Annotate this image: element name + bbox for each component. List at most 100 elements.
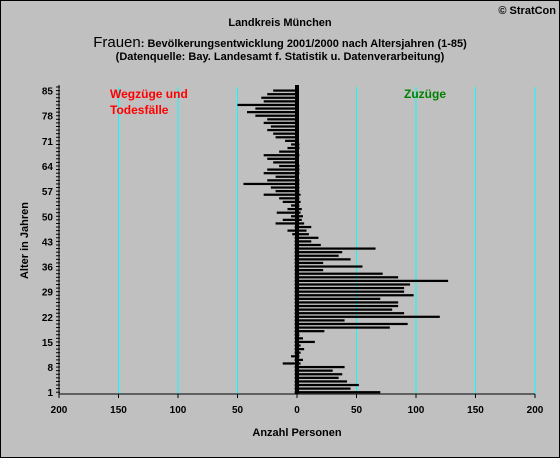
title-rest: : Bevölkerungsentwicklung 2001/2000 nach…	[140, 38, 467, 50]
outflow-bar	[267, 118, 297, 121]
x-tick-label: 150	[110, 405, 127, 416]
outflow-bar	[263, 121, 297, 125]
inflow-bar	[297, 348, 305, 351]
inflow-bar	[297, 258, 351, 261]
y-tick-label: 1	[47, 388, 53, 399]
inflow-bar	[297, 254, 339, 257]
inflow-bar	[297, 358, 303, 362]
inflow-bar	[297, 215, 303, 218]
inflow-bar	[297, 225, 312, 229]
inflow-bar	[297, 294, 414, 297]
outflow-bar	[273, 161, 297, 164]
inflow-bar	[297, 330, 325, 333]
outflow-bar	[275, 190, 297, 193]
outflow-bar	[279, 164, 297, 168]
x-tick-label: 0	[294, 405, 300, 416]
y-tick-label: 43	[42, 237, 54, 248]
outflow-bar	[267, 157, 297, 160]
inflow-bar	[297, 319, 345, 322]
x-tick-label: 200	[51, 405, 68, 416]
inflow-bar	[297, 269, 324, 272]
inflow-bar	[297, 233, 309, 236]
inflow-bar	[297, 290, 405, 293]
outflow-bar	[292, 233, 297, 236]
inflow-bar	[297, 365, 345, 369]
outflow-bar	[270, 125, 297, 128]
y-tick-label: 29	[42, 288, 54, 299]
inflow-bar	[297, 265, 363, 268]
inflow-bar	[297, 304, 399, 308]
outflow-bar	[285, 139, 297, 142]
inflow-bar	[297, 222, 305, 225]
x-tick-label: 100	[408, 405, 425, 416]
outflow-bar	[291, 143, 297, 146]
bars	[237, 85, 449, 394]
inflow-bar	[297, 322, 408, 326]
x-tick-label: 150	[467, 405, 484, 416]
y-tick-label: 15	[42, 338, 54, 349]
y-tick-label: 22	[42, 313, 54, 324]
inflow-bar	[297, 380, 347, 383]
inflow-bar	[297, 261, 324, 265]
outflow-bar	[276, 211, 297, 214]
outflow-bar	[282, 200, 297, 204]
y-tick-label: 36	[42, 263, 54, 274]
inflow-bar	[297, 229, 307, 232]
outflow-bar	[261, 96, 297, 99]
outflow-bar	[243, 182, 297, 186]
inflow-bar	[297, 247, 376, 250]
annotation-inflow: Zuzüge	[404, 87, 446, 101]
outflow-bar	[237, 103, 297, 107]
outflow-bar	[287, 146, 297, 150]
y-tick-label: 57	[42, 187, 54, 198]
y-tick-label: 85	[42, 87, 54, 98]
outflow-bar	[291, 355, 297, 358]
outflow-bar	[287, 207, 297, 211]
x-tick-label: 50	[232, 405, 244, 416]
outflow-bar	[267, 179, 297, 182]
inflow-bar	[297, 312, 405, 315]
inflow-bar	[297, 337, 303, 340]
y-tick-label: 78	[42, 112, 54, 123]
outflow-bar	[279, 150, 297, 153]
outflow-bar	[263, 100, 297, 103]
outflow-bar	[282, 218, 297, 221]
inflow-bar	[297, 391, 381, 394]
outflow-bar	[267, 128, 297, 132]
chart-title-region: Landkreis München	[228, 17, 332, 29]
outflow-bar	[267, 168, 297, 171]
chart-source: (Datenquelle: Bay. Landesamt f. Statisti…	[115, 51, 445, 63]
inflow-bar	[297, 207, 302, 211]
inflow-bar	[297, 315, 440, 318]
outflow-bar	[279, 197, 297, 200]
title-prefix: Frauen	[93, 34, 141, 51]
outflow-bar	[255, 114, 297, 117]
x-tick-label: 50	[351, 405, 363, 416]
copyright-notice: © StratCon	[498, 5, 556, 17]
inflow-bar	[297, 297, 381, 300]
outflow-bar	[291, 204, 297, 207]
inflow-bar	[297, 326, 390, 329]
y-tick-label: 71	[42, 137, 54, 148]
inflow-bar	[297, 308, 393, 311]
inflow-bar	[297, 218, 302, 221]
inflow-bar	[297, 236, 319, 239]
outflow-bar	[270, 186, 297, 189]
outflow-bar	[263, 154, 297, 157]
inflow-bar	[297, 279, 449, 283]
inflow-bar	[297, 276, 399, 279]
inflow-bar	[297, 272, 383, 275]
annotation-outflow-line1: Wegzüge und	[110, 87, 188, 101]
outflow-bar	[291, 215, 297, 218]
y-tick-label: 64	[42, 162, 54, 173]
outflow-bar	[275, 222, 297, 225]
inflow-bar	[297, 240, 312, 243]
annotation-outflow-line2: Todesfälle	[110, 103, 169, 117]
inflow-bar	[297, 369, 333, 372]
y-tick-label: 8	[47, 363, 53, 374]
inflow-bar	[297, 376, 339, 379]
chart-title: Frauen: Bevölkerungsentwicklung 2001/200…	[0, 34, 560, 51]
inflow-bar	[297, 283, 411, 286]
outflow-bar	[263, 193, 297, 196]
